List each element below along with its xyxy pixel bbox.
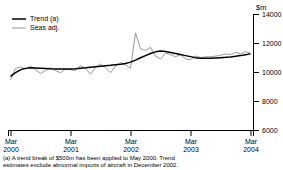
x-tick-label: Mar2002 — [123, 138, 139, 153]
legend-swatch — [12, 18, 26, 20]
y-tick-mark — [253, 130, 259, 131]
x-tick-label: Mar2001 — [63, 138, 79, 153]
x-tick: Mar2002 — [123, 130, 139, 153]
x-tick-label-line: Mar — [185, 138, 198, 145]
x-tick-label-line: Mar — [65, 138, 78, 145]
y-tick-mark — [253, 72, 259, 73]
footnote-line: (a) A trend break of $500m has been appl… — [3, 155, 175, 161]
plot: Mar2000Mar2001Mar2002Mar2003Mar200460008… — [3, 11, 281, 153]
x-axis-line — [9, 131, 254, 137]
x-tick-label: Mar2004 — [243, 138, 259, 153]
y-tick: 12000 — [253, 40, 282, 47]
y-tick-mark — [253, 43, 259, 44]
y-tick: 8000 — [253, 98, 278, 105]
x-tick-mark — [11, 130, 12, 136]
footnote: (a) A trend break of $500m has been appl… — [3, 155, 178, 168]
x-tick-mark — [131, 130, 132, 136]
x-tick-mark — [71, 130, 72, 136]
legend-swatch — [12, 28, 26, 29]
y-tick-label: 12000 — [262, 40, 282, 47]
y-tick-label: 10000 — [262, 69, 282, 76]
y-axis-label: $m — [256, 3, 266, 12]
series-line — [11, 51, 251, 76]
x-tick-label: Mar2000 — [3, 138, 19, 153]
x-axis: Mar2000Mar2001Mar2002Mar2003Mar2004 — [3, 130, 259, 153]
x-tick: Mar2004 — [243, 130, 259, 153]
series-line — [11, 33, 251, 80]
x-tick: Mar2003 — [183, 130, 199, 153]
x-tick-label-line: Mar — [5, 138, 18, 145]
x-tick-label-line: 2002 — [123, 146, 139, 153]
y-tick-mark — [253, 14, 259, 15]
x-tick: Mar2000 — [3, 130, 19, 153]
x-tick-label: Mar2003 — [183, 138, 199, 153]
lines — [11, 33, 251, 80]
x-tick-label-line: 2004 — [243, 146, 259, 153]
footnote-line: estimates exclude abnormal imports of ai… — [3, 162, 178, 168]
legend: Trend (a)Seas adj. — [12, 15, 59, 32]
x-tick-label-line: 2001 — [63, 146, 79, 153]
y-tick-mark — [253, 101, 259, 102]
chart: Mar2000Mar2001Mar2002Mar2003Mar200460008… — [0, 0, 283, 170]
y-tick: 10000 — [253, 69, 282, 76]
x-tick: Mar2001 — [63, 130, 79, 153]
legend-label: Seas adj. — [30, 24, 59, 32]
y-tick-label: 8000 — [262, 98, 278, 105]
x-tick-label-line: 2000 — [3, 146, 19, 153]
x-tick-mark — [251, 130, 252, 136]
y-axis: 60008000100001200014000 — [253, 11, 282, 134]
y-tick: 6000 — [253, 127, 278, 134]
x-tick-label-line: Mar — [125, 138, 138, 145]
legend-label: Trend (a) — [30, 15, 59, 23]
x-tick-mark — [191, 130, 192, 136]
x-tick-label-line: Mar — [245, 138, 258, 145]
y-axis-line — [254, 15, 260, 131]
x-tick-label-line: 2003 — [183, 146, 199, 153]
y-tick-label: 6000 — [262, 127, 278, 134]
